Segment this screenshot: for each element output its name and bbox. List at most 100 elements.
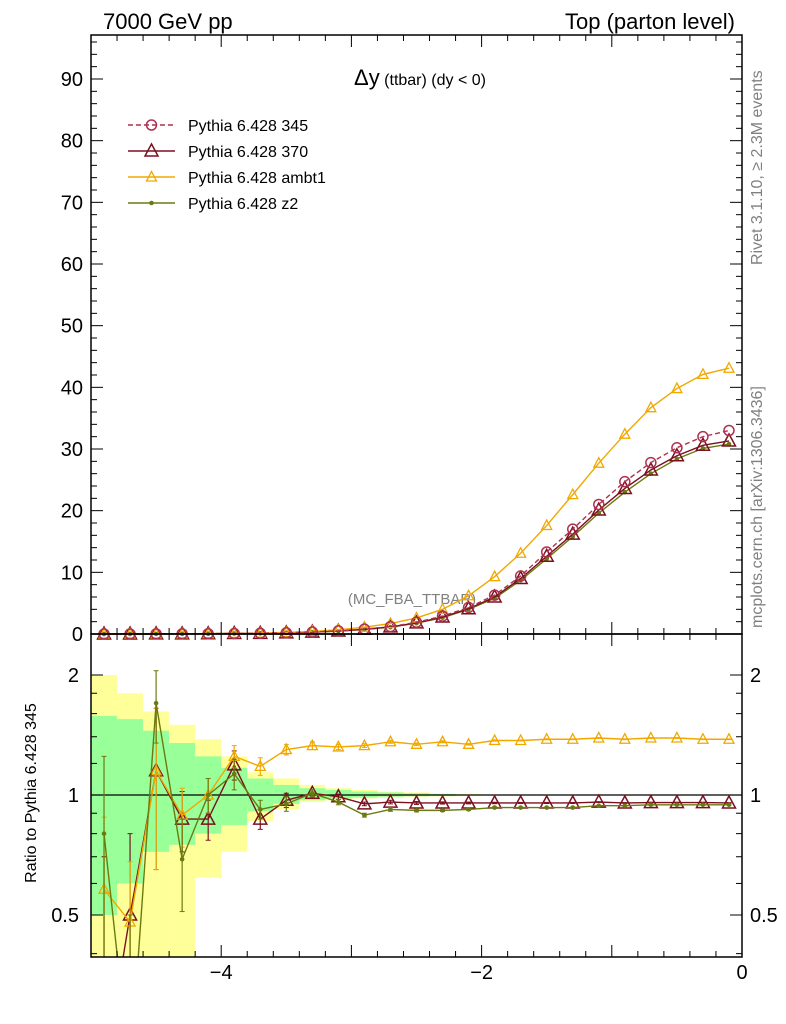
legend-label: Pythia 6.428 370 (188, 144, 308, 161)
data-point (669, 447, 685, 462)
ratio-data-point (518, 805, 523, 810)
ratio-data-point (414, 808, 419, 813)
ratio-data-point (434, 794, 451, 809)
y-tick-label: 70 (61, 192, 83, 214)
data-point (514, 546, 527, 558)
data-point (722, 361, 736, 373)
ratio-data-point (644, 731, 657, 743)
ratio-data-point (257, 807, 263, 812)
ratio-y-tick-label: 1 (68, 785, 79, 807)
y-tick-label: 60 (61, 254, 83, 276)
y-tick-label: 50 (61, 316, 83, 338)
data-point (488, 569, 501, 582)
y-tick-label: 10 (61, 562, 83, 584)
data-point (645, 456, 657, 469)
ratio-data-point (670, 731, 683, 743)
data-point (695, 436, 711, 452)
data-point (434, 608, 451, 623)
data-point (176, 626, 189, 639)
ratio-data-point (356, 795, 373, 810)
ratio-data-point (592, 731, 605, 743)
ratio-plot: −4 −2 0 0.5 0.5 1 1 2 2 (51, 633, 778, 984)
ratio-data-point (466, 807, 471, 812)
ratio-data-point (492, 805, 497, 810)
ratio-data-point (101, 831, 107, 836)
data-point (280, 627, 293, 639)
x-tick-label: 0 (736, 962, 747, 984)
ratio-data-point (648, 802, 654, 808)
data-point (280, 625, 293, 638)
ratio-data-point (205, 792, 211, 798)
data-point (462, 601, 475, 614)
ratio-data-point (306, 738, 319, 751)
ratio-data-point (200, 810, 216, 825)
ratio-data-point (304, 784, 321, 800)
y-tick-label: 0 (72, 624, 83, 646)
ratio-data-point (721, 794, 737, 809)
ratio-data-point (252, 810, 269, 825)
ratio-data-point (310, 790, 315, 796)
data-point (460, 600, 477, 615)
legend-label: Pythia 6.428 ambt1 (188, 170, 326, 187)
main-plot: 0 10 20 30 40 50 60 70 80 90 (61, 34, 743, 646)
ratio-data-point (362, 812, 367, 818)
ratio-data-point (674, 802, 680, 808)
ratio-y-tick-label-right: 1 (750, 785, 761, 807)
data-point (410, 616, 423, 629)
y-tick-label: 80 (61, 131, 83, 153)
legend-marker (149, 200, 154, 206)
data-point (540, 518, 553, 531)
ratio-data-point (700, 802, 706, 808)
data-point (671, 442, 683, 454)
data-point (721, 432, 737, 447)
ratio-data-point (695, 794, 711, 809)
ratio-data-point (544, 805, 550, 810)
ratio-data-point (384, 734, 397, 747)
legend-marker (143, 142, 160, 157)
ratio-data-point (388, 807, 393, 812)
ratio-data-point (280, 742, 293, 755)
data-point (619, 475, 631, 488)
ratio-data-point (622, 803, 628, 809)
data-point (306, 626, 319, 638)
data-point (566, 523, 579, 535)
ratio-data-point (332, 740, 345, 752)
data-point (202, 626, 215, 639)
legend-label: Pythia 6.428 z2 (188, 196, 298, 213)
data-point (643, 461, 659, 476)
ratio-data-point (408, 794, 425, 809)
ratio-data-point (696, 732, 710, 744)
mcplots-label: mcplots.cern.ch [arXiv:1306.3436] (749, 386, 766, 628)
ratio-data-point (462, 737, 475, 749)
ratio-data-point (358, 738, 371, 751)
data-point (566, 487, 579, 500)
data-point (254, 626, 267, 638)
ratio-data-point (179, 856, 185, 862)
data-point (332, 625, 345, 637)
main-plot-title: Δy (ttbar) (dy < 0) (354, 65, 486, 90)
x-tick-label: −4 (210, 962, 233, 984)
ratio-data-point (440, 808, 445, 813)
data-point (358, 620, 371, 632)
data-point (384, 620, 397, 633)
ratio-data-point (643, 794, 659, 809)
ratio-y-tick-label-right: 0.5 (750, 905, 778, 927)
data-point (512, 569, 529, 585)
title-rest: (ttbar) (dy < 0) (380, 72, 486, 89)
ratio-y-axis-label: Ratio to Pythia 6.428 345 (23, 703, 40, 883)
ratio-data-point (722, 732, 736, 744)
ratio-data-point (410, 737, 423, 749)
ratio-data-point (596, 803, 602, 809)
data-point (436, 610, 449, 622)
legend-label: Pythia 6.428 345 (188, 118, 308, 135)
data-point (618, 427, 631, 439)
data-point (436, 602, 449, 614)
ratio-data-point (514, 733, 527, 746)
x-tick-label: −2 (470, 962, 493, 984)
data-point (697, 430, 709, 443)
ratio-data-point (618, 732, 631, 744)
data-point (644, 400, 657, 413)
data-point (540, 546, 553, 558)
ratio-y-tick-label: 2 (68, 665, 79, 687)
ratio-data-point (570, 805, 576, 810)
